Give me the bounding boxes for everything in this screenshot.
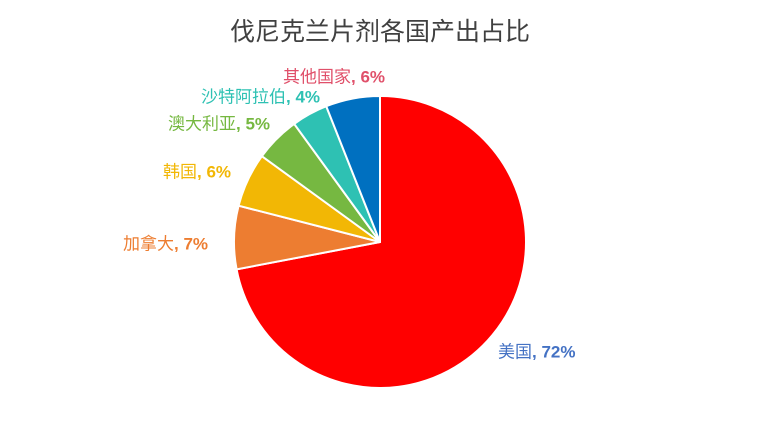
data-label-value: , 72% (532, 342, 576, 362)
data-label-value: , 6% (351, 67, 386, 87)
data-label: 美国, 72% (498, 338, 575, 363)
data-label-name: 加拿大 (123, 234, 174, 255)
pie-slice-0 (235, 94, 527, 389)
data-label: 沙特阿拉伯, 4% (201, 83, 320, 108)
data-label: 澳大利亚, 5% (168, 110, 270, 135)
data-label-name: 沙特阿拉伯 (201, 87, 286, 108)
data-label: 其他国家, 6% (283, 63, 385, 88)
data-label-name: 其他国家 (283, 67, 351, 88)
data-label-name: 美国 (498, 342, 532, 363)
chart-title: 伐尼克兰片剂各国产出占比 (229, 17, 530, 46)
data-label: 加拿大, 7% (123, 230, 208, 255)
data-label-value: , 7% (174, 234, 209, 254)
data-label: 韩国, 6% (163, 158, 231, 183)
pie-slice-5 (324, 94, 381, 243)
data-label-value: , 4% (286, 87, 321, 107)
data-label-name: 韩国 (163, 162, 197, 183)
data-label-value: , 6% (197, 162, 232, 182)
data-label-name: 澳大利亚 (168, 114, 236, 135)
data-label-value: , 5% (236, 114, 271, 134)
